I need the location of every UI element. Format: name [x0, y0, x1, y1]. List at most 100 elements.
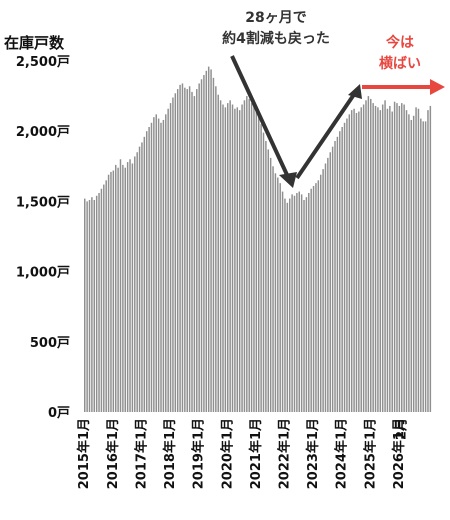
bar — [86, 201, 88, 412]
bar — [162, 119, 165, 412]
bar — [384, 100, 386, 412]
bar — [110, 171, 112, 412]
bar — [293, 195, 296, 412]
bar — [186, 89, 188, 412]
x-tick-label: 2018年1月 — [162, 418, 178, 489]
bar — [246, 96, 248, 412]
bar — [105, 180, 107, 412]
bar — [339, 131, 341, 412]
x-axis-ticks: 2015年1月 2016年1月 2017年1月 2018年1月 2019年1月 2020年… — [76, 418, 409, 489]
bar — [396, 103, 398, 413]
bar — [212, 77, 215, 412]
bar — [281, 191, 284, 412]
bar — [374, 105, 377, 413]
bar — [203, 75, 205, 412]
bar — [265, 141, 267, 412]
bar — [262, 132, 265, 412]
bar — [350, 110, 353, 412]
bar — [253, 105, 255, 413]
y-tick-label: 500戸 — [30, 336, 70, 351]
down-arrow-head — [279, 172, 297, 188]
bar — [305, 197, 308, 412]
bar — [165, 114, 167, 412]
x-tick-label: 2023年1月 — [305, 418, 321, 489]
y-tick-label: 1,500戸 — [16, 195, 70, 210]
bar — [229, 100, 231, 412]
bar — [401, 103, 403, 413]
bar — [98, 192, 100, 412]
bar — [315, 183, 317, 412]
bar — [150, 122, 153, 412]
bar — [157, 118, 160, 412]
bar — [317, 180, 320, 412]
bar — [224, 107, 227, 412]
bar — [145, 131, 148, 412]
bar — [134, 156, 136, 412]
bar — [348, 114, 351, 412]
up-arrow-head — [348, 84, 362, 99]
bar — [415, 107, 417, 412]
bar — [372, 103, 374, 413]
bar — [227, 103, 229, 413]
bar — [243, 100, 246, 412]
bar — [336, 136, 339, 412]
bar — [343, 122, 346, 412]
y-axis-ticks: 0戸 500戸 1,000戸 1,500戸 2,000戸 2,500戸 — [16, 55, 70, 421]
bar — [312, 185, 315, 412]
x-tick-label: 2015年1月 — [76, 418, 92, 489]
bar — [269, 157, 272, 412]
bar — [238, 110, 241, 412]
bar — [205, 70, 208, 412]
bar — [296, 192, 298, 412]
bar — [405, 110, 408, 412]
bar — [346, 118, 348, 412]
y-tick-label: 2,000戸 — [16, 125, 70, 140]
bar — [360, 107, 362, 412]
annotation-flat-line1: 今は — [385, 34, 414, 51]
bar — [284, 198, 286, 412]
bar — [217, 94, 219, 412]
bar — [126, 162, 129, 412]
bar — [129, 159, 131, 412]
bar — [200, 79, 203, 412]
bar — [155, 114, 157, 412]
bar — [100, 188, 103, 412]
bar — [393, 101, 396, 412]
bar — [231, 104, 234, 413]
bar — [327, 157, 329, 412]
x-tick-label: 2020年1月 — [219, 418, 235, 489]
bar — [379, 110, 382, 412]
bar — [136, 152, 138, 412]
bar — [341, 126, 343, 413]
annotation-recovery: 28ヶ月で 約4割減も戻った — [222, 10, 330, 47]
bar — [117, 167, 119, 412]
x-tick-label: 2019年1月 — [191, 418, 207, 489]
bar — [215, 86, 217, 413]
annotation-recovery-line1: 28ヶ月で — [245, 10, 306, 26]
bar — [234, 108, 236, 413]
bar — [191, 91, 193, 412]
bar — [184, 87, 186, 413]
flat-arrow-head — [430, 79, 445, 95]
bar — [291, 194, 293, 412]
bar — [267, 149, 270, 412]
annotation-flat-line2: 横ばい — [379, 55, 421, 72]
bar — [334, 141, 336, 412]
bar — [176, 89, 179, 412]
bar — [277, 177, 279, 412]
bar — [370, 98, 372, 412]
bar — [103, 184, 105, 412]
bar — [408, 114, 410, 412]
bar — [386, 108, 389, 413]
bar — [298, 191, 300, 412]
bar — [255, 110, 258, 412]
bar — [241, 104, 243, 413]
bar — [88, 200, 91, 412]
bar — [124, 167, 126, 412]
bar — [193, 96, 196, 412]
annotation-flat: 今は 横ばい — [379, 34, 421, 72]
bar-series — [84, 66, 432, 413]
annotation-recovery-line2: 約4割減も戻った — [222, 30, 330, 47]
annotation-arrows — [230, 55, 445, 188]
bar — [258, 117, 260, 412]
